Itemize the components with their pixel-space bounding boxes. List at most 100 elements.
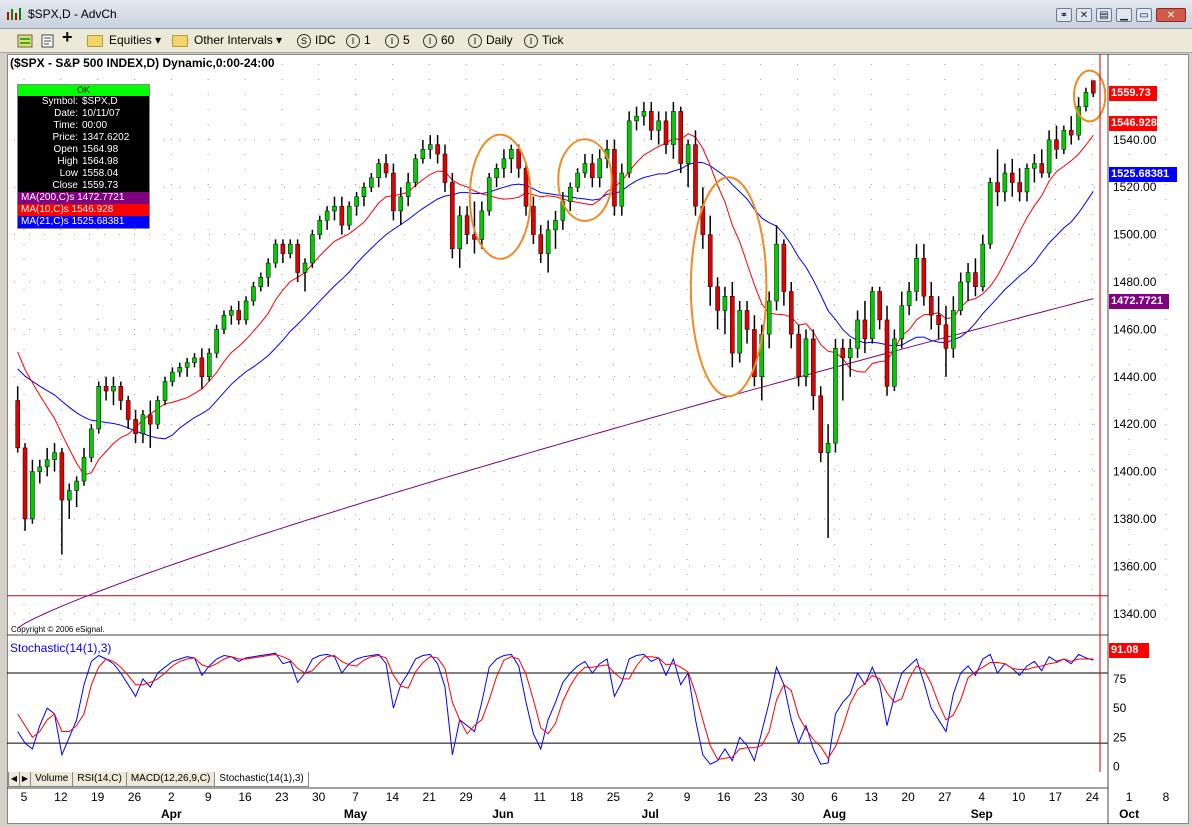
candle-body	[862, 319, 868, 340]
candle-body	[781, 243, 787, 292]
tab-macd[interactable]: MACD(12,26,9,C)	[125, 772, 216, 787]
x-tick-label: 25	[607, 790, 621, 804]
interval-idc[interactable]: S IDC	[297, 32, 336, 49]
candle-body	[479, 210, 485, 240]
info-row: Close 1559.73	[52, 180, 119, 191]
candle-body	[22, 447, 28, 520]
tab-stochastic[interactable]: Stochastic(14(1),3)	[214, 772, 309, 787]
x-tick-label: 2	[168, 790, 175, 804]
month-label: Aug	[823, 807, 846, 821]
candle-body	[685, 144, 691, 164]
x-tick-label: 9	[205, 790, 212, 804]
candle-body	[774, 243, 779, 302]
add-icon[interactable]: +	[62, 27, 73, 47]
candle-body	[626, 120, 632, 174]
interval-60[interactable]: I 60	[423, 32, 454, 49]
candle-body	[553, 220, 558, 231]
info-row: High 1564.98	[57, 156, 119, 167]
other-intervals-menu[interactable]: Other Intervals ▾	[172, 32, 282, 49]
price-tick-label: 1400.00	[1113, 465, 1157, 479]
x-tick-label: 13	[865, 790, 879, 804]
maximize-button[interactable]: ▭	[1136, 8, 1152, 22]
candle-body	[1009, 172, 1015, 183]
equities-menu[interactable]: Equities ▾	[87, 32, 161, 49]
candle-body	[354, 196, 359, 207]
annotation-circle	[557, 138, 613, 222]
interval-daily[interactable]: I Daily	[468, 32, 513, 49]
x-tick-label: 20	[901, 790, 915, 804]
candle-body	[788, 291, 794, 335]
candle-body	[346, 205, 352, 226]
stochastic-d-line	[17, 653, 1094, 761]
candle-body	[612, 149, 617, 207]
month-label: Oct	[1119, 807, 1139, 821]
candle-body	[656, 120, 661, 131]
candle-body	[89, 428, 94, 458]
candle-body	[1017, 182, 1022, 193]
tab-volume[interactable]: Volume	[30, 772, 74, 787]
candle-body	[987, 182, 993, 245]
candle-body	[715, 286, 720, 311]
candle-body	[118, 386, 124, 401]
candle-body	[965, 272, 971, 283]
price-tick-label: 1500.00	[1113, 228, 1157, 242]
candle-body	[870, 291, 875, 340]
chart-app-icon	[7, 8, 21, 20]
candle-body	[280, 243, 286, 254]
window-menu-icon[interactable]: ▤	[1096, 8, 1112, 22]
tab-rsi[interactable]: RSI(14,C)	[72, 772, 127, 787]
ma200-price-tag: 1472.7721	[1109, 294, 1169, 309]
cursor-info-window[interactable]: OK Symbol: $SPX,D Date: 10/11/07 Time: 00:00 P…	[17, 84, 150, 229]
candle-body	[693, 144, 698, 207]
properties-icon[interactable]	[40, 32, 56, 49]
moving-averages	[17, 133, 1094, 629]
candle-body	[243, 300, 249, 321]
candle-body	[943, 324, 949, 349]
candle-body	[722, 295, 728, 311]
candle-body	[921, 258, 927, 297]
candle-body	[928, 295, 934, 316]
stochastic-label: Stochastic(14(1),3)	[10, 641, 112, 655]
candle-body	[597, 158, 602, 178]
candle-body	[369, 177, 374, 188]
candle-body	[59, 452, 65, 501]
candle-body	[980, 243, 986, 288]
x-tick-label: 12	[54, 790, 68, 804]
candle-body	[206, 352, 212, 378]
ma21-row: MA(21,C)s 1525.68381	[18, 216, 149, 228]
candle-body	[619, 172, 625, 207]
candle-body	[103, 386, 109, 392]
candle-body	[766, 300, 772, 335]
x-tick-label: 19	[91, 790, 105, 804]
candle-body	[236, 310, 241, 321]
interval-tick[interactable]: I Tick	[524, 32, 564, 49]
ma10-line	[17, 133, 1094, 476]
x-tick-label: 16	[238, 790, 252, 804]
minimize-button[interactable]: ▁	[1116, 8, 1132, 22]
window-title: $SPX,D - AdvCh	[28, 7, 117, 21]
candle-body	[221, 314, 227, 330]
candle-body	[74, 480, 79, 491]
candle-body	[936, 314, 941, 325]
close-price-tag: 1559.73	[1109, 86, 1157, 101]
ma10-row: MA(10,C)s 1546.928	[18, 204, 149, 216]
candle-body	[111, 386, 116, 392]
i-circle-icon: I	[385, 33, 399, 48]
study-tabs: ◀ ▶ Volume RSI(14,C) MACD(12,26,9,C) Sto…	[8, 772, 309, 787]
close-button[interactable]: ✕	[1156, 8, 1186, 22]
link-icon[interactable]: ⚭	[1056, 8, 1072, 22]
candle-body	[678, 111, 684, 164]
unlink-icon[interactable]: ✕	[1076, 8, 1092, 22]
x-tick-label: 23	[275, 790, 289, 804]
i-circle-icon: I	[524, 33, 538, 48]
info-row: Low 1558.04	[59, 168, 119, 179]
candle-body	[516, 149, 521, 169]
layout-icon[interactable]	[17, 32, 33, 49]
candle-body	[1091, 80, 1096, 94]
candle-body	[1054, 139, 1059, 150]
stochastic-value-tag: 91.08	[1109, 643, 1149, 658]
candle-body	[383, 163, 389, 174]
